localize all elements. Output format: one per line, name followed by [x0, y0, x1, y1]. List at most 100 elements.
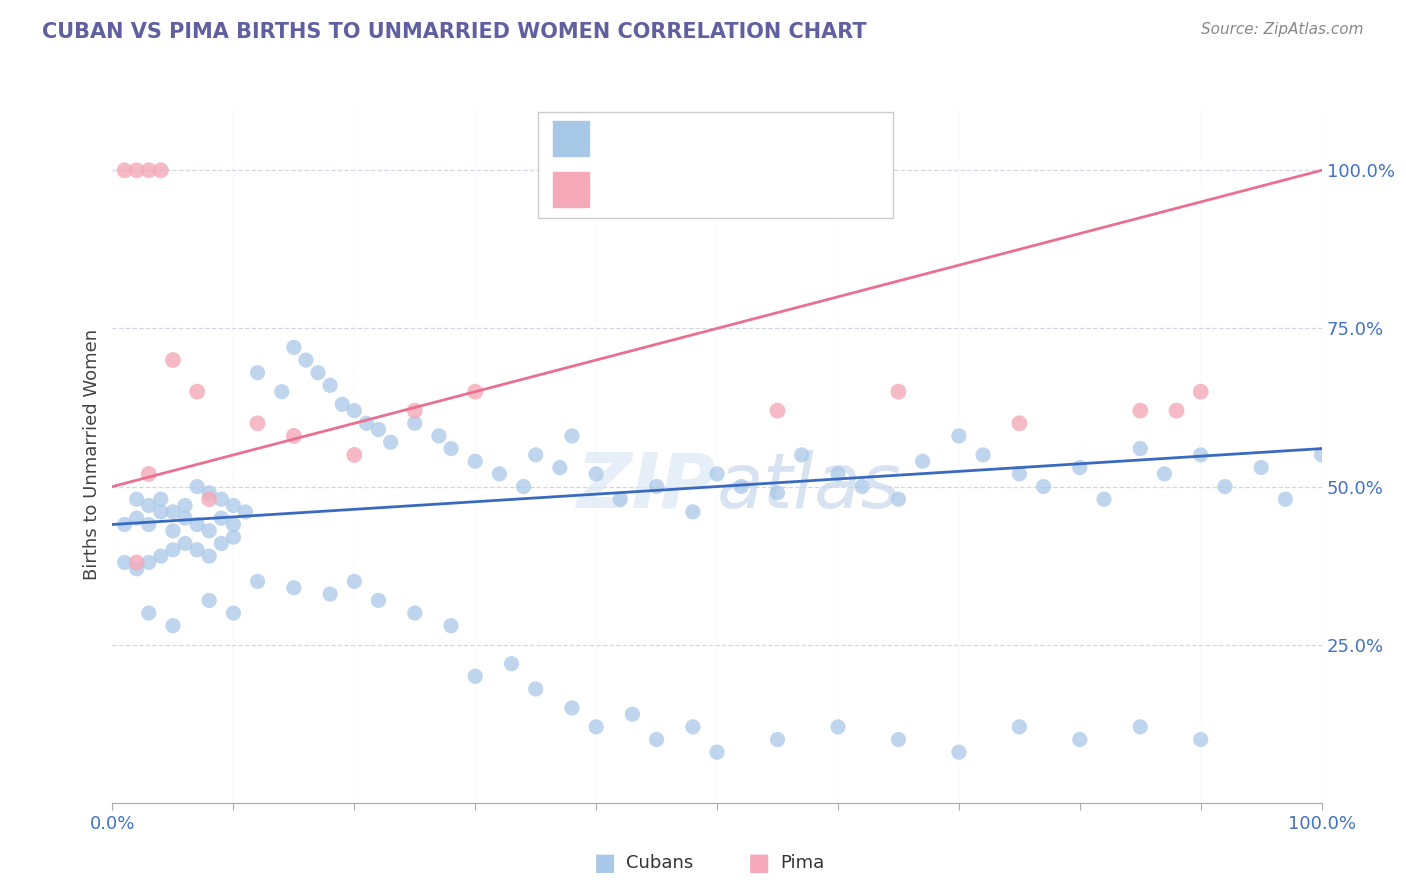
Point	[222, 499, 245, 513]
Point	[174, 536, 197, 550]
Point	[404, 417, 426, 431]
Point	[706, 745, 728, 759]
Point	[162, 353, 184, 368]
Point	[209, 511, 232, 525]
Point	[1092, 492, 1115, 507]
Text: R =: R =	[603, 180, 637, 198]
Point	[1008, 467, 1031, 481]
Point	[706, 467, 728, 481]
Point	[1032, 479, 1054, 493]
Point	[125, 163, 148, 178]
Point	[561, 429, 583, 443]
Point	[1274, 492, 1296, 507]
Point	[404, 606, 426, 620]
Point	[283, 429, 305, 443]
Point	[367, 423, 389, 437]
Point	[730, 479, 752, 493]
Point	[186, 517, 208, 532]
Point	[162, 524, 184, 538]
Point	[198, 492, 221, 507]
Point	[1189, 384, 1212, 399]
Point	[887, 732, 910, 747]
Point	[343, 403, 366, 417]
Point	[972, 448, 994, 462]
Point	[645, 479, 668, 493]
Point	[186, 384, 208, 399]
Point	[270, 384, 292, 399]
Point	[162, 505, 184, 519]
Point	[222, 606, 245, 620]
Point	[1129, 720, 1152, 734]
Point	[790, 448, 813, 462]
Point	[488, 467, 510, 481]
Point	[138, 517, 160, 532]
Text: ■: ■	[593, 852, 616, 875]
Text: 102: 102	[808, 129, 846, 147]
Point	[198, 549, 221, 563]
Point	[585, 720, 607, 734]
Point	[356, 417, 378, 431]
Point	[827, 720, 849, 734]
Point	[283, 581, 305, 595]
Point	[149, 163, 172, 178]
Point	[524, 448, 547, 462]
Point	[766, 732, 789, 747]
Point	[307, 366, 329, 380]
Point	[125, 556, 148, 570]
Point	[1189, 448, 1212, 462]
Point	[1250, 460, 1272, 475]
Text: Cubans: Cubans	[626, 855, 693, 872]
Point	[1129, 442, 1152, 456]
Point	[138, 499, 160, 513]
Point	[343, 574, 366, 589]
Point	[464, 384, 486, 399]
Point	[464, 669, 486, 683]
Point	[295, 353, 318, 368]
Point	[246, 417, 269, 431]
Point	[283, 340, 305, 354]
Point	[404, 403, 426, 417]
Point	[766, 486, 789, 500]
Point	[827, 467, 849, 481]
Point	[222, 517, 245, 532]
Point	[125, 562, 148, 576]
Point	[1153, 467, 1175, 481]
Point	[125, 511, 148, 525]
Text: 20: 20	[808, 180, 834, 198]
Point	[380, 435, 402, 450]
Point	[186, 479, 208, 493]
Point	[1069, 732, 1091, 747]
FancyBboxPatch shape	[538, 112, 893, 219]
Point	[174, 511, 197, 525]
Point	[440, 442, 463, 456]
Point	[114, 163, 136, 178]
Point	[464, 454, 486, 468]
Point	[512, 479, 534, 493]
Point	[198, 486, 221, 500]
Text: atlas: atlas	[717, 450, 901, 524]
Point	[114, 556, 136, 570]
Point	[887, 384, 910, 399]
Point	[222, 530, 245, 544]
Point	[125, 492, 148, 507]
Point	[548, 460, 571, 475]
Point	[1310, 448, 1333, 462]
Point	[319, 378, 342, 392]
Point	[138, 556, 160, 570]
Point	[887, 492, 910, 507]
Point	[367, 593, 389, 607]
Point	[246, 574, 269, 589]
Text: CUBAN VS PIMA BIRTHS TO UNMARRIED WOMEN CORRELATION CHART: CUBAN VS PIMA BIRTHS TO UNMARRIED WOMEN …	[42, 22, 868, 42]
Text: R =: R =	[603, 129, 637, 147]
Point	[149, 492, 172, 507]
Point	[138, 606, 160, 620]
Point	[330, 397, 353, 411]
Point	[427, 429, 450, 443]
Point	[246, 366, 269, 380]
Point	[209, 536, 232, 550]
Point	[343, 448, 366, 462]
Point	[851, 479, 873, 493]
Point	[174, 499, 197, 513]
Bar	[553, 172, 589, 207]
Text: Pima: Pima	[780, 855, 824, 872]
